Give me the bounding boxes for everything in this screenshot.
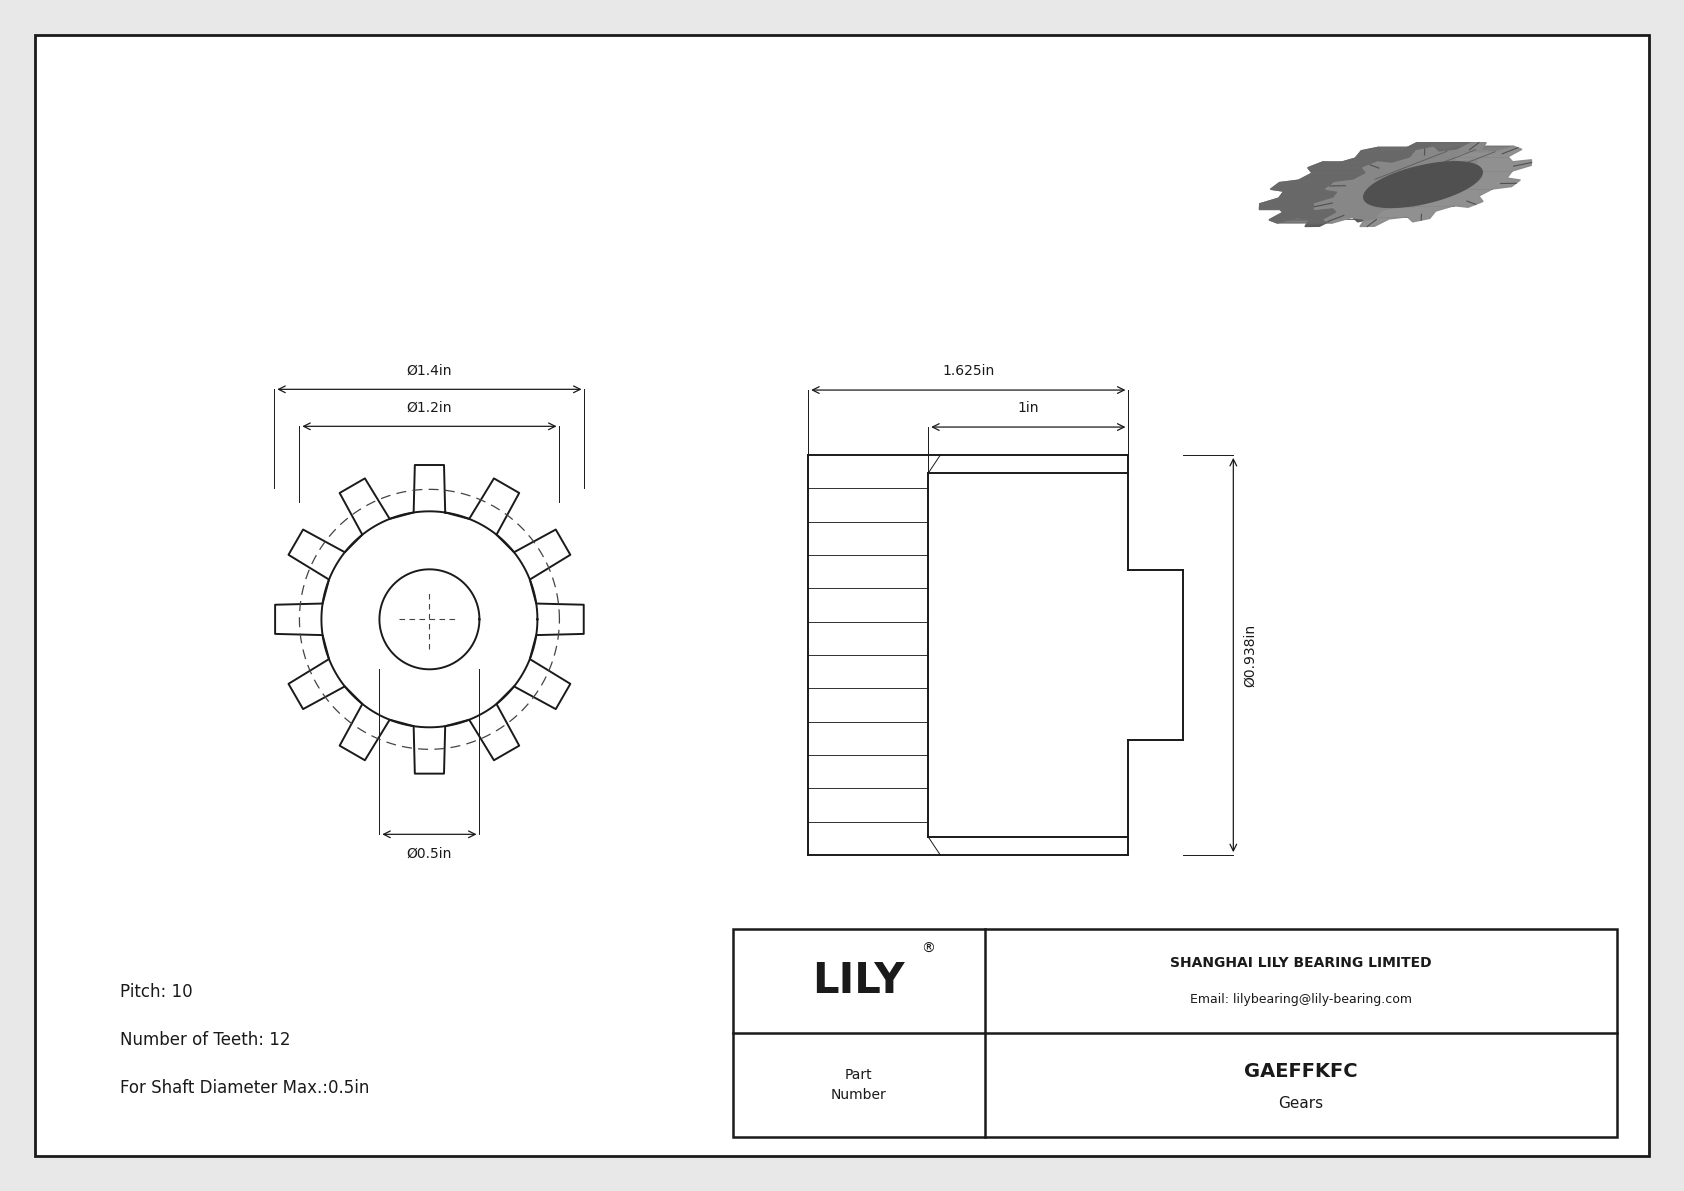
Text: Ø1.4in: Ø1.4in	[406, 363, 453, 378]
Polygon shape	[1280, 180, 1354, 182]
Polygon shape	[1378, 148, 1438, 152]
Polygon shape	[1384, 150, 1457, 152]
Text: Part: Part	[845, 1068, 872, 1083]
Text: Ø0.5in: Ø0.5in	[408, 847, 451, 860]
Polygon shape	[1260, 198, 1334, 204]
Polygon shape	[1308, 162, 1378, 168]
Polygon shape	[1271, 189, 1339, 192]
Polygon shape	[1361, 148, 1433, 151]
Polygon shape	[1298, 173, 1367, 180]
Polygon shape	[1337, 158, 1410, 163]
Polygon shape	[1270, 212, 1337, 220]
Polygon shape	[1426, 150, 1494, 151]
Text: LILY: LILY	[812, 960, 904, 1002]
Polygon shape	[1278, 207, 1337, 212]
FancyBboxPatch shape	[35, 35, 1649, 1156]
Text: GAEFFKFC: GAEFFKFC	[1244, 1062, 1357, 1080]
Polygon shape	[1440, 146, 1514, 151]
Text: 1.625in: 1.625in	[941, 364, 995, 378]
Text: SHANGHAI LILY BEARING LIMITED: SHANGHAI LILY BEARING LIMITED	[1170, 956, 1431, 971]
Polygon shape	[1260, 204, 1315, 210]
Polygon shape	[1401, 143, 1472, 150]
Polygon shape	[1426, 143, 1485, 150]
Text: Number of Teeth: 12: Number of Teeth: 12	[120, 1030, 291, 1048]
Text: ®: ®	[921, 942, 935, 956]
Polygon shape	[1324, 162, 1393, 163]
Polygon shape	[1278, 192, 1339, 198]
Bar	[733, 929, 1617, 1137]
Text: 1in: 1in	[1017, 401, 1039, 414]
Text: For Shaft Diameter Max.:0.5in: For Shaft Diameter Max.:0.5in	[120, 1079, 369, 1097]
Text: Gears: Gears	[1278, 1096, 1324, 1111]
Text: Ø1.2in: Ø1.2in	[406, 400, 453, 414]
Polygon shape	[1364, 162, 1482, 207]
Text: Number: Number	[830, 1089, 886, 1103]
Polygon shape	[1270, 220, 1332, 223]
Polygon shape	[1271, 182, 1334, 189]
Text: Email: lilybearing@lily-bearing.com: Email: lilybearing@lily-bearing.com	[1189, 992, 1411, 1005]
Polygon shape	[1315, 143, 1531, 226]
Polygon shape	[1308, 168, 1367, 173]
Polygon shape	[1260, 207, 1334, 210]
Polygon shape	[1356, 151, 1416, 158]
Text: Pitch: 10: Pitch: 10	[120, 983, 192, 1000]
Polygon shape	[1260, 143, 1477, 226]
Text: Ø0.938in: Ø0.938in	[1243, 623, 1258, 687]
